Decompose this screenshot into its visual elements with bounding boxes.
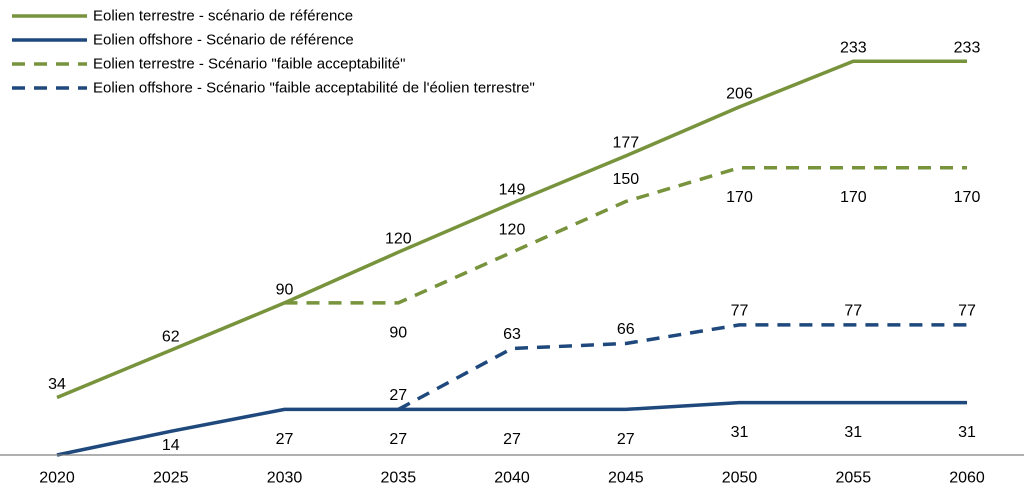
data-label: 66 xyxy=(617,321,635,338)
data-label: 233 xyxy=(840,40,867,57)
data-label: 34 xyxy=(48,376,66,393)
series-lines xyxy=(56,59,967,457)
x-tick-label: 2020 xyxy=(39,470,75,487)
data-label: 27 xyxy=(503,431,521,448)
data-label: 27 xyxy=(389,431,407,448)
legend-label: Eolien terrestre - Scénario "faible acce… xyxy=(93,56,405,73)
data-label: 120 xyxy=(385,231,412,248)
legend-label: Eolien terrestre - scénario de référence xyxy=(93,8,353,25)
x-axis-ticks: 2020 2025 2030 2035 2040 2045 2050 2055 2060 xyxy=(39,470,985,487)
data-label: 150 xyxy=(612,171,639,188)
x-tick-label: 2050 xyxy=(722,470,758,487)
series-line-4 xyxy=(397,323,967,411)
data-label: 31 xyxy=(958,424,976,441)
data-label: 170 xyxy=(726,189,753,206)
x-tick-label: 2055 xyxy=(836,470,872,487)
series-line-2 xyxy=(56,400,967,457)
x-tick-label: 2035 xyxy=(381,470,417,487)
data-label: 31 xyxy=(731,424,749,441)
legend: Eolien terrestre - scénario de référence… xyxy=(12,8,535,97)
data-label: 31 xyxy=(844,424,862,441)
data-label: 62 xyxy=(162,329,180,346)
data-label: 77 xyxy=(731,302,749,319)
data-label: 14 xyxy=(162,437,180,454)
x-tick-label: 2030 xyxy=(267,470,303,487)
data-label: 120 xyxy=(499,222,526,239)
data-label: 27 xyxy=(617,431,635,448)
data-label: 63 xyxy=(503,326,521,343)
data-label: 77 xyxy=(958,302,976,319)
legend-label: Eolien offshore - Scénario "faible accep… xyxy=(93,80,535,97)
data-label: 206 xyxy=(726,85,753,102)
data-label: 27 xyxy=(389,387,407,404)
data-label: 77 xyxy=(844,302,862,319)
x-tick-label: 2025 xyxy=(153,470,189,487)
x-tick-label: 2040 xyxy=(494,470,530,487)
data-labels: 34 62 90 120 149 177 206 233 233 14 27 27 27 27 31 31 31… xyxy=(48,40,980,454)
data-label: 170 xyxy=(954,189,981,206)
series-line-3 xyxy=(284,165,967,305)
x-tick-label: 2045 xyxy=(608,470,644,487)
data-label: 177 xyxy=(612,134,639,151)
data-label: 27 xyxy=(276,431,294,448)
data-label: 90 xyxy=(276,281,294,298)
data-label: 170 xyxy=(840,189,867,206)
data-label: 233 xyxy=(954,40,981,57)
series-line-1 xyxy=(56,59,967,400)
data-label: 149 xyxy=(499,182,526,199)
data-label: 90 xyxy=(389,324,407,341)
x-tick-label: 2060 xyxy=(949,470,985,487)
legend-label: Eolien offshore - Scénario de référence xyxy=(93,32,354,49)
